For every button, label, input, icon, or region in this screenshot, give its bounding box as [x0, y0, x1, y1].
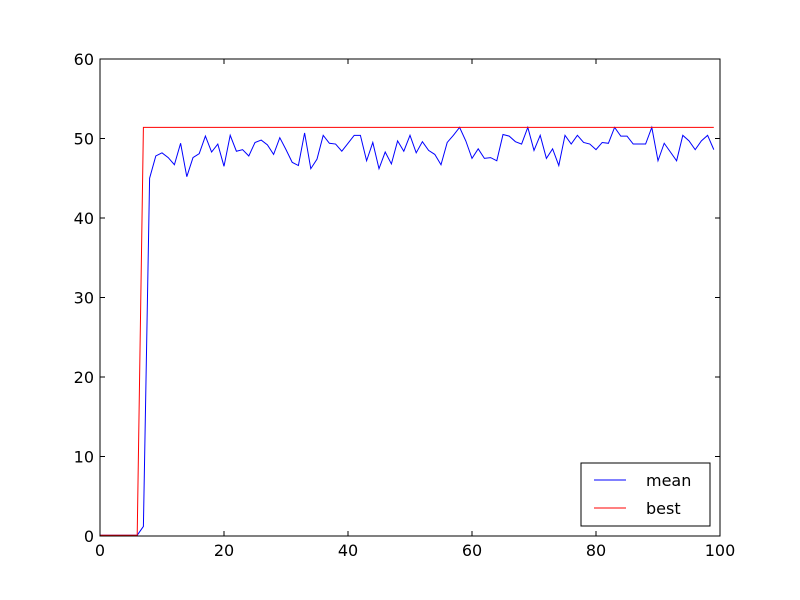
x-tick-label: 80: [586, 541, 606, 560]
y-tick-label: 20: [74, 368, 94, 387]
legend-label-mean: mean: [646, 471, 691, 490]
x-tick-label: 0: [95, 541, 105, 560]
series-layer: [100, 125, 715, 536]
x-tick-label: 40: [338, 541, 358, 560]
axis-ticks: 0 20 40 60 80 100 0 10 20 30 40 50 60: [74, 50, 736, 560]
legend-label-best: best: [646, 499, 681, 518]
x-tick-label: 100: [705, 541, 736, 560]
x-tick-label: 20: [214, 541, 234, 560]
series-line-mean: [100, 125, 715, 536]
y-tick-label: 30: [74, 289, 94, 308]
y-tick-label: 0: [84, 527, 94, 546]
y-tick-label: 40: [74, 209, 94, 228]
y-tick-label: 60: [74, 50, 94, 69]
y-tick-label: 50: [74, 130, 94, 149]
legend-box: [580, 462, 711, 527]
legend: mean best: [580, 462, 711, 527]
x-tick-label: 60: [462, 541, 482, 560]
series-line-best: [100, 126, 714, 536]
y-tick-label: 10: [74, 448, 94, 467]
